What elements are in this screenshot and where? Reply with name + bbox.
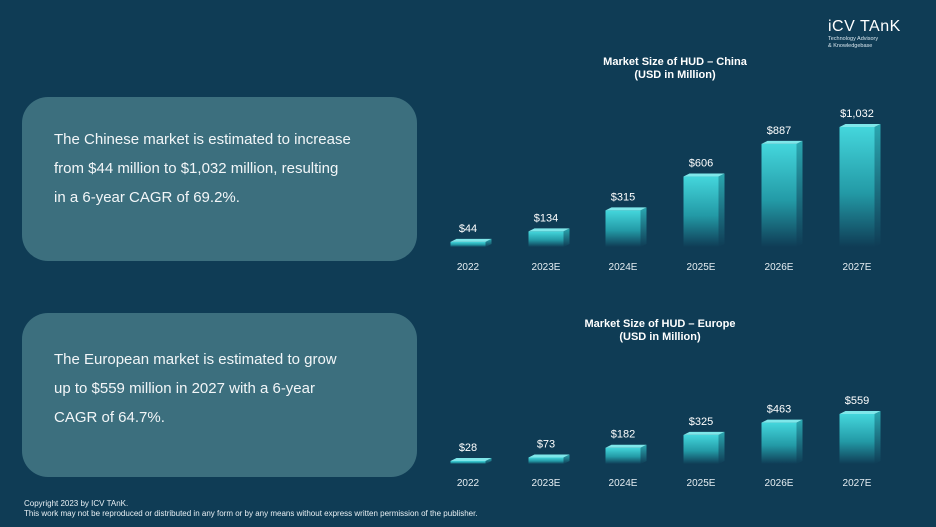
china-bar-side bbox=[563, 228, 570, 247]
china-chart-title: Market Size of HUD – China (USD in Milli… bbox=[560, 56, 790, 82]
europe-bar-side bbox=[640, 444, 647, 464]
europe-category-label: 2023E bbox=[532, 478, 561, 489]
china-category-label: 2022 bbox=[457, 262, 480, 273]
china-category-label: 2027E bbox=[843, 262, 872, 273]
europe-bar-top bbox=[761, 419, 803, 423]
europe-bar bbox=[528, 457, 564, 464]
europe-bar-top bbox=[450, 458, 492, 461]
china-bar bbox=[683, 176, 719, 247]
china-value-label: $134 bbox=[534, 212, 558, 224]
brand-tagline-1: Technology Advisory bbox=[828, 36, 879, 42]
europe-summary-box: The European market is estimated to grow… bbox=[22, 313, 417, 477]
brand-name: iCV TAnK bbox=[828, 18, 901, 35]
europe-bar-side bbox=[485, 458, 492, 464]
china-bar-top bbox=[450, 238, 492, 242]
china-summary-box: The Chinese market is estimated to incre… bbox=[22, 97, 417, 261]
europe-bar bbox=[683, 434, 719, 464]
china-bar-side bbox=[640, 207, 647, 247]
china-summary-line: The Chinese market is estimated to incre… bbox=[54, 131, 351, 148]
europe-chart-subtitle: (USD in Million) bbox=[619, 331, 701, 343]
china-chart-subtitle: (USD in Million) bbox=[634, 69, 716, 81]
europe-category-label: 2024E bbox=[609, 478, 638, 489]
china-bar-side bbox=[485, 238, 492, 247]
europe-value-label: $463 bbox=[767, 404, 791, 416]
brand-logo: iCV TAnK Technology Advisory & Knowledge… bbox=[828, 18, 928, 49]
europe-bar-top bbox=[839, 411, 881, 414]
europe-chart-title: Market Size of HUD – Europe (USD in Mill… bbox=[545, 318, 775, 344]
china-category-label: 2024E bbox=[609, 262, 638, 273]
china-value-label: $887 bbox=[767, 125, 791, 137]
europe-summary-line: CAGR of 64.7%. bbox=[54, 409, 165, 426]
disclaimer-line: This work may not be reproduced or distr… bbox=[24, 509, 478, 518]
europe-summary-line: up to $559 million in 2027 with a 6-year bbox=[54, 380, 315, 397]
china-bar bbox=[605, 210, 641, 247]
china-category-label: 2025E bbox=[687, 262, 716, 273]
europe-bar bbox=[761, 422, 797, 464]
china-value-label: $1,032 bbox=[840, 108, 874, 120]
china-bar bbox=[450, 241, 486, 247]
europe-value-label: $182 bbox=[611, 429, 635, 441]
europe-category-label: 2027E bbox=[843, 478, 872, 489]
china-bar-side bbox=[796, 140, 803, 247]
china-bar-side bbox=[874, 124, 881, 247]
china-bar bbox=[839, 127, 875, 247]
china-bar bbox=[761, 143, 797, 247]
china-value-label: $44 bbox=[459, 223, 477, 235]
europe-summary-text: The European market is estimated to grow… bbox=[54, 345, 399, 432]
europe-bar-side bbox=[874, 411, 881, 464]
china-bar-side bbox=[718, 173, 725, 247]
china-bar-top bbox=[839, 124, 881, 127]
europe-category-label: 2026E bbox=[765, 478, 794, 489]
europe-value-label: $73 bbox=[537, 438, 555, 450]
europe-category-label: 2022 bbox=[457, 478, 480, 489]
europe-category-label: 2025E bbox=[687, 478, 716, 489]
brand-tagline-2: & Knowledgebase bbox=[828, 42, 873, 49]
europe-value-label: $559 bbox=[845, 395, 869, 407]
china-chart-title-text: Market Size of HUD – China bbox=[603, 56, 747, 68]
europe-value-label: $325 bbox=[689, 416, 713, 428]
europe-bar-side bbox=[563, 454, 570, 464]
europe-bar-top bbox=[605, 444, 647, 448]
europe-bar-side bbox=[796, 419, 803, 464]
europe-bar bbox=[450, 461, 486, 464]
europe-bar-top bbox=[683, 431, 725, 435]
china-summary-line: from $44 million to $1,032 million, resu… bbox=[54, 160, 339, 177]
china-bar bbox=[528, 231, 564, 247]
china-chart: $44 2022 $134 2023E $315 2024E $606 2025E $887 20… bbox=[450, 108, 881, 273]
china-summary-line: in a 6-year CAGR of 69.2%. bbox=[54, 189, 240, 206]
china-value-label: $315 bbox=[611, 191, 635, 203]
europe-bar-side bbox=[718, 431, 725, 464]
china-bar-top bbox=[683, 173, 725, 177]
china-value-label: $606 bbox=[689, 158, 713, 170]
china-category-label: 2023E bbox=[532, 262, 561, 273]
china-bar-top bbox=[605, 207, 647, 211]
europe-chart-title-text: Market Size of HUD – Europe bbox=[584, 318, 736, 330]
europe-bar bbox=[605, 447, 641, 464]
china-category-label: 2026E bbox=[765, 262, 794, 273]
china-summary-text: The Chinese market is estimated to incre… bbox=[54, 125, 399, 212]
copyright-line: Copyright 2023 by ICV TAnK. bbox=[24, 499, 129, 508]
europe-summary-line: The European market is estimated to grow bbox=[54, 351, 337, 368]
europe-value-label: $28 bbox=[459, 442, 477, 454]
china-bar-top bbox=[761, 140, 803, 144]
europe-bar-top bbox=[528, 454, 570, 458]
europe-chart: $28 2022 $73 2023E $182 2024E $325 2025E $463 202… bbox=[450, 395, 881, 489]
copyright-footer: Copyright 2023 by ICV TAnK. This work ma… bbox=[24, 499, 478, 519]
china-bar-top bbox=[528, 228, 570, 232]
europe-bar bbox=[839, 414, 875, 464]
